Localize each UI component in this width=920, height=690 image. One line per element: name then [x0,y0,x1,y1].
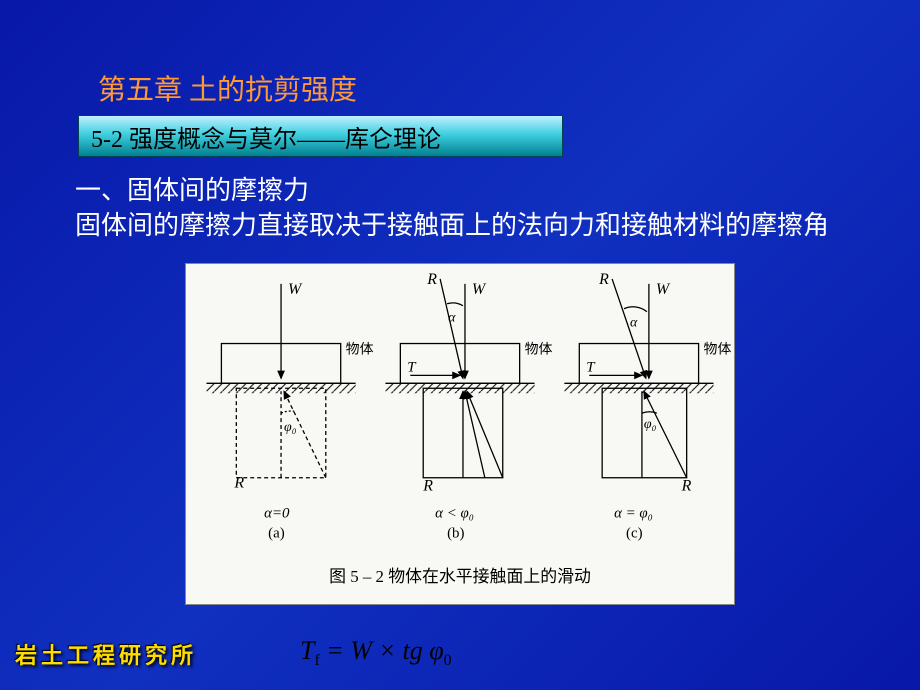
section-heading-text: 5-2 强度概念与莫尔——库仑理论 [91,119,441,154]
svg-text:W: W [288,281,303,298]
friction-diagram-svg: W 物体 φ₀ R α=0 (a) [186,264,734,604]
svg-text:物体: 物体 [346,341,374,357]
svg-text:α < φ₀: α < φ₀ [435,506,474,522]
svg-text:α: α [630,316,638,331]
svg-text:R: R [233,475,244,492]
svg-text:W: W [472,281,487,298]
formula-tf: Tf = W × tg φ0 [300,636,452,670]
institute-footer: 岩土工程研究所 [15,638,197,670]
svg-text:T: T [407,359,417,375]
svg-text:物体: 物体 [525,341,553,357]
svg-text:α = φ₀: α = φ₀ [614,506,653,522]
svg-text:R: R [426,271,437,288]
subheading: 一、固体间的摩擦力 [75,170,309,207]
svg-text:T: T [586,359,596,375]
svg-text:R: R [422,478,433,495]
svg-text:图 5 – 2 物体在水平接触面上的滑动: 图 5 – 2 物体在水平接触面上的滑动 [329,567,591,586]
svg-text:R: R [598,271,609,288]
svg-text:物体: 物体 [704,341,732,357]
svg-text:R: R [681,478,692,495]
chapter-title: 第五章 土的抗剪强度 [98,68,357,108]
svg-text:φ₀: φ₀ [284,420,297,435]
svg-text:(c): (c) [626,525,643,541]
svg-text:φ₀: φ₀ [644,417,657,432]
svg-text:α: α [448,311,456,326]
svg-text:W: W [656,281,671,298]
formula-text: Tf = W × tg φ0 [300,636,452,665]
svg-text:(a): (a) [268,525,285,541]
svg-text:(b): (b) [447,525,464,541]
section-heading-bar: 5-2 强度概念与莫尔——库仑理论 [78,115,563,157]
figure-5-2: W 物体 φ₀ R α=0 (a) [185,263,735,605]
svg-text:α=0: α=0 [264,506,290,522]
body-paragraph: 固体间的摩擦力直接取决于接触面上的法向力和接触材料的摩擦角 [75,208,835,243]
